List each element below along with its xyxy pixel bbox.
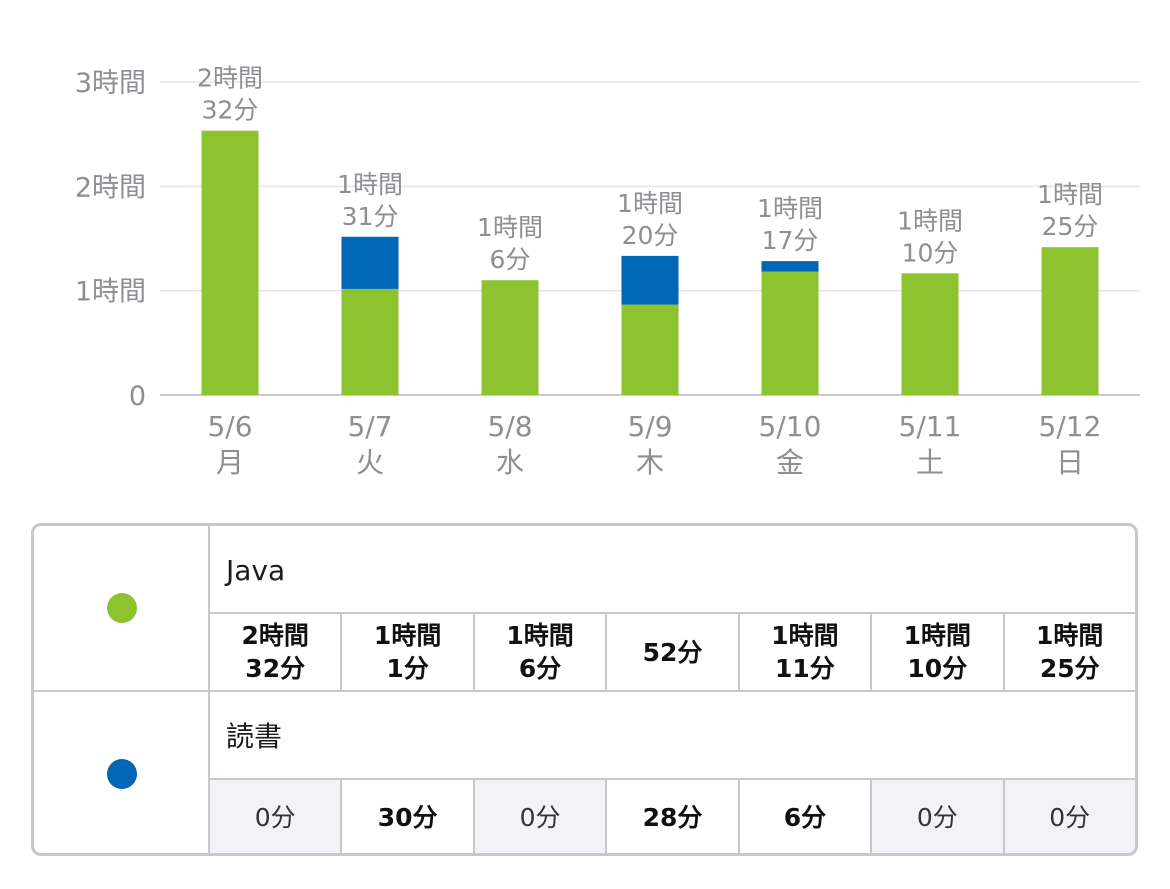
- bar-segment: [761, 261, 819, 272]
- value-cell: 30分: [342, 780, 475, 853]
- daily-values: 2時間 32分 1時間 1分 1時間 6分 52分 1時間 11分 1時間 10…: [210, 612, 1135, 690]
- value-cell: 1時間 11分: [740, 614, 873, 690]
- y-tick-label: 2時間: [75, 172, 146, 203]
- legend-row-reading: 読書 0分 30分 0分 28分 6分 0分 0分: [34, 690, 1135, 853]
- value-cell: 1時間 6分: [475, 614, 608, 690]
- value-cell: 0分: [474, 780, 608, 853]
- x-tick-label: 5/7 火: [347, 410, 392, 479]
- bar-segment: [481, 280, 539, 395]
- y-tick-label: 1時間: [75, 277, 146, 308]
- bar-segment: [761, 271, 819, 395]
- daily-values: 0分 30分 0分 28分 6分 0分 0分: [210, 778, 1135, 853]
- x-axis: 5/6 月 5/7 火 5/8 水 5/9 木 5/10 金 5/11 土 5/12 日: [207, 410, 1101, 479]
- bar-segment: [621, 255, 679, 305]
- value-cell: 6分: [740, 780, 873, 853]
- x-tick-label: 5/8 水: [487, 410, 532, 479]
- y-tick-label: 0: [129, 381, 146, 412]
- y-axis: 0 1時間 2時間 3時間: [75, 68, 146, 412]
- legend-dot-cell: [34, 692, 210, 853]
- series-name: 読書: [226, 720, 283, 753]
- bar-total-label: 1時間 6分: [477, 213, 543, 274]
- bar-segment: [621, 304, 679, 395]
- legend-dot-cell: [34, 526, 210, 690]
- value-cell: 1時間 25分: [1036, 621, 1104, 683]
- reading-color-dot: [107, 759, 137, 789]
- bars: [201, 130, 1099, 395]
- x-tick-label: 5/11 土: [899, 410, 962, 479]
- series-name: Java: [226, 554, 286, 587]
- value-cell: 0分: [872, 780, 1005, 853]
- bar-segment: [201, 130, 259, 395]
- value-cell: 0分: [1004, 780, 1135, 853]
- legend-table: Java 2時間 32分 1時間 1分 1時間 6分 52分 1時間 11分 1…: [31, 523, 1138, 856]
- bar-segment: [901, 273, 959, 395]
- value-cell: 1時間 10分: [872, 614, 1005, 690]
- bar-total-label: 1時間 17分: [757, 194, 823, 255]
- value-cell: 28分: [607, 780, 740, 853]
- bar-total-label: 1時間 31分: [337, 170, 403, 231]
- x-tick-label: 5/6 月: [207, 410, 252, 479]
- bar-total-label: 1時間 20分: [617, 189, 683, 250]
- x-tick-label: 5/12 日: [1039, 410, 1102, 479]
- legend-row-java: Java 2時間 32分 1時間 1分 1時間 6分 52分 1時間 11分 1…: [34, 526, 1135, 690]
- bar-segment: [341, 288, 399, 395]
- value-cell: 52分: [607, 614, 740, 690]
- bar-total-label: 1時間 25分: [1037, 180, 1103, 241]
- bar-chart: 0 1時間 2時間 3時間 2時間 32分 1時間 31分 1時間 6分 1時間 20分 1時間 17分…: [75, 64, 1140, 479]
- bar-segment: [1041, 247, 1099, 395]
- bar-segment: [341, 236, 399, 289]
- x-tick-label: 5/10 金: [759, 410, 822, 479]
- value-cell: 2時間 32分: [210, 614, 343, 690]
- value-cell: 0分: [210, 780, 343, 853]
- x-tick-label: 5/9 木: [627, 410, 672, 479]
- bar-total-label: 1時間 10分: [897, 206, 963, 267]
- bar-labels: 2時間 32分 1時間 31分 1時間 6分 1時間 20分 1時間 17分 1時間 10分 1時間 25…: [197, 64, 1103, 275]
- java-color-dot: [107, 593, 137, 623]
- bar-total-label: 2時間 32分: [197, 64, 263, 125]
- y-tick-label: 3時間: [75, 68, 146, 99]
- value-cell: 1時間 1分: [342, 614, 475, 690]
